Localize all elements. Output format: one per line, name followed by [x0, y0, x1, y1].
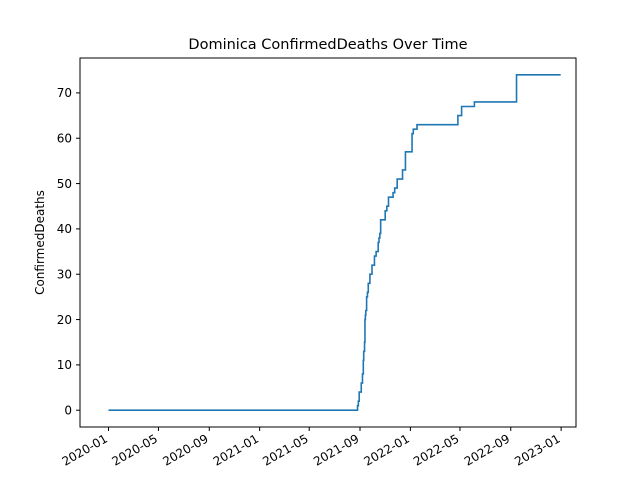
x-tick-label: 2023-01: [512, 431, 562, 468]
x-tick-label: 2020-09: [160, 431, 210, 468]
y-tick-label: 20: [57, 313, 72, 327]
x-tick-label: 2022-09: [462, 431, 512, 468]
x-tick-label: 2020-05: [110, 431, 160, 468]
y-axis-label: ConfirmedDeaths: [33, 190, 47, 295]
y-tick-label: 10: [57, 358, 72, 372]
x-tick-label: 2022-05: [411, 431, 461, 468]
plot-frame: [79, 57, 577, 428]
chart-title: Dominica ConfirmedDeaths Over Time: [188, 37, 467, 53]
y-tick-label: 70: [57, 86, 72, 100]
y-tick-label: 60: [57, 132, 72, 146]
x-tick-label: 2021-01: [211, 431, 261, 468]
series-line: [108, 73, 561, 412]
x-tick-label: 2022-01: [361, 431, 411, 468]
x-tick-label: 2021-09: [311, 431, 361, 468]
y-tick-label: 50: [57, 177, 72, 191]
y-tick-label: 0: [64, 404, 72, 418]
y-tick-label: 30: [57, 268, 72, 282]
x-tick-label: 2020-01: [60, 431, 110, 468]
x-tick-label: 2021-05: [260, 431, 310, 468]
y-tick-label: 40: [57, 222, 72, 236]
